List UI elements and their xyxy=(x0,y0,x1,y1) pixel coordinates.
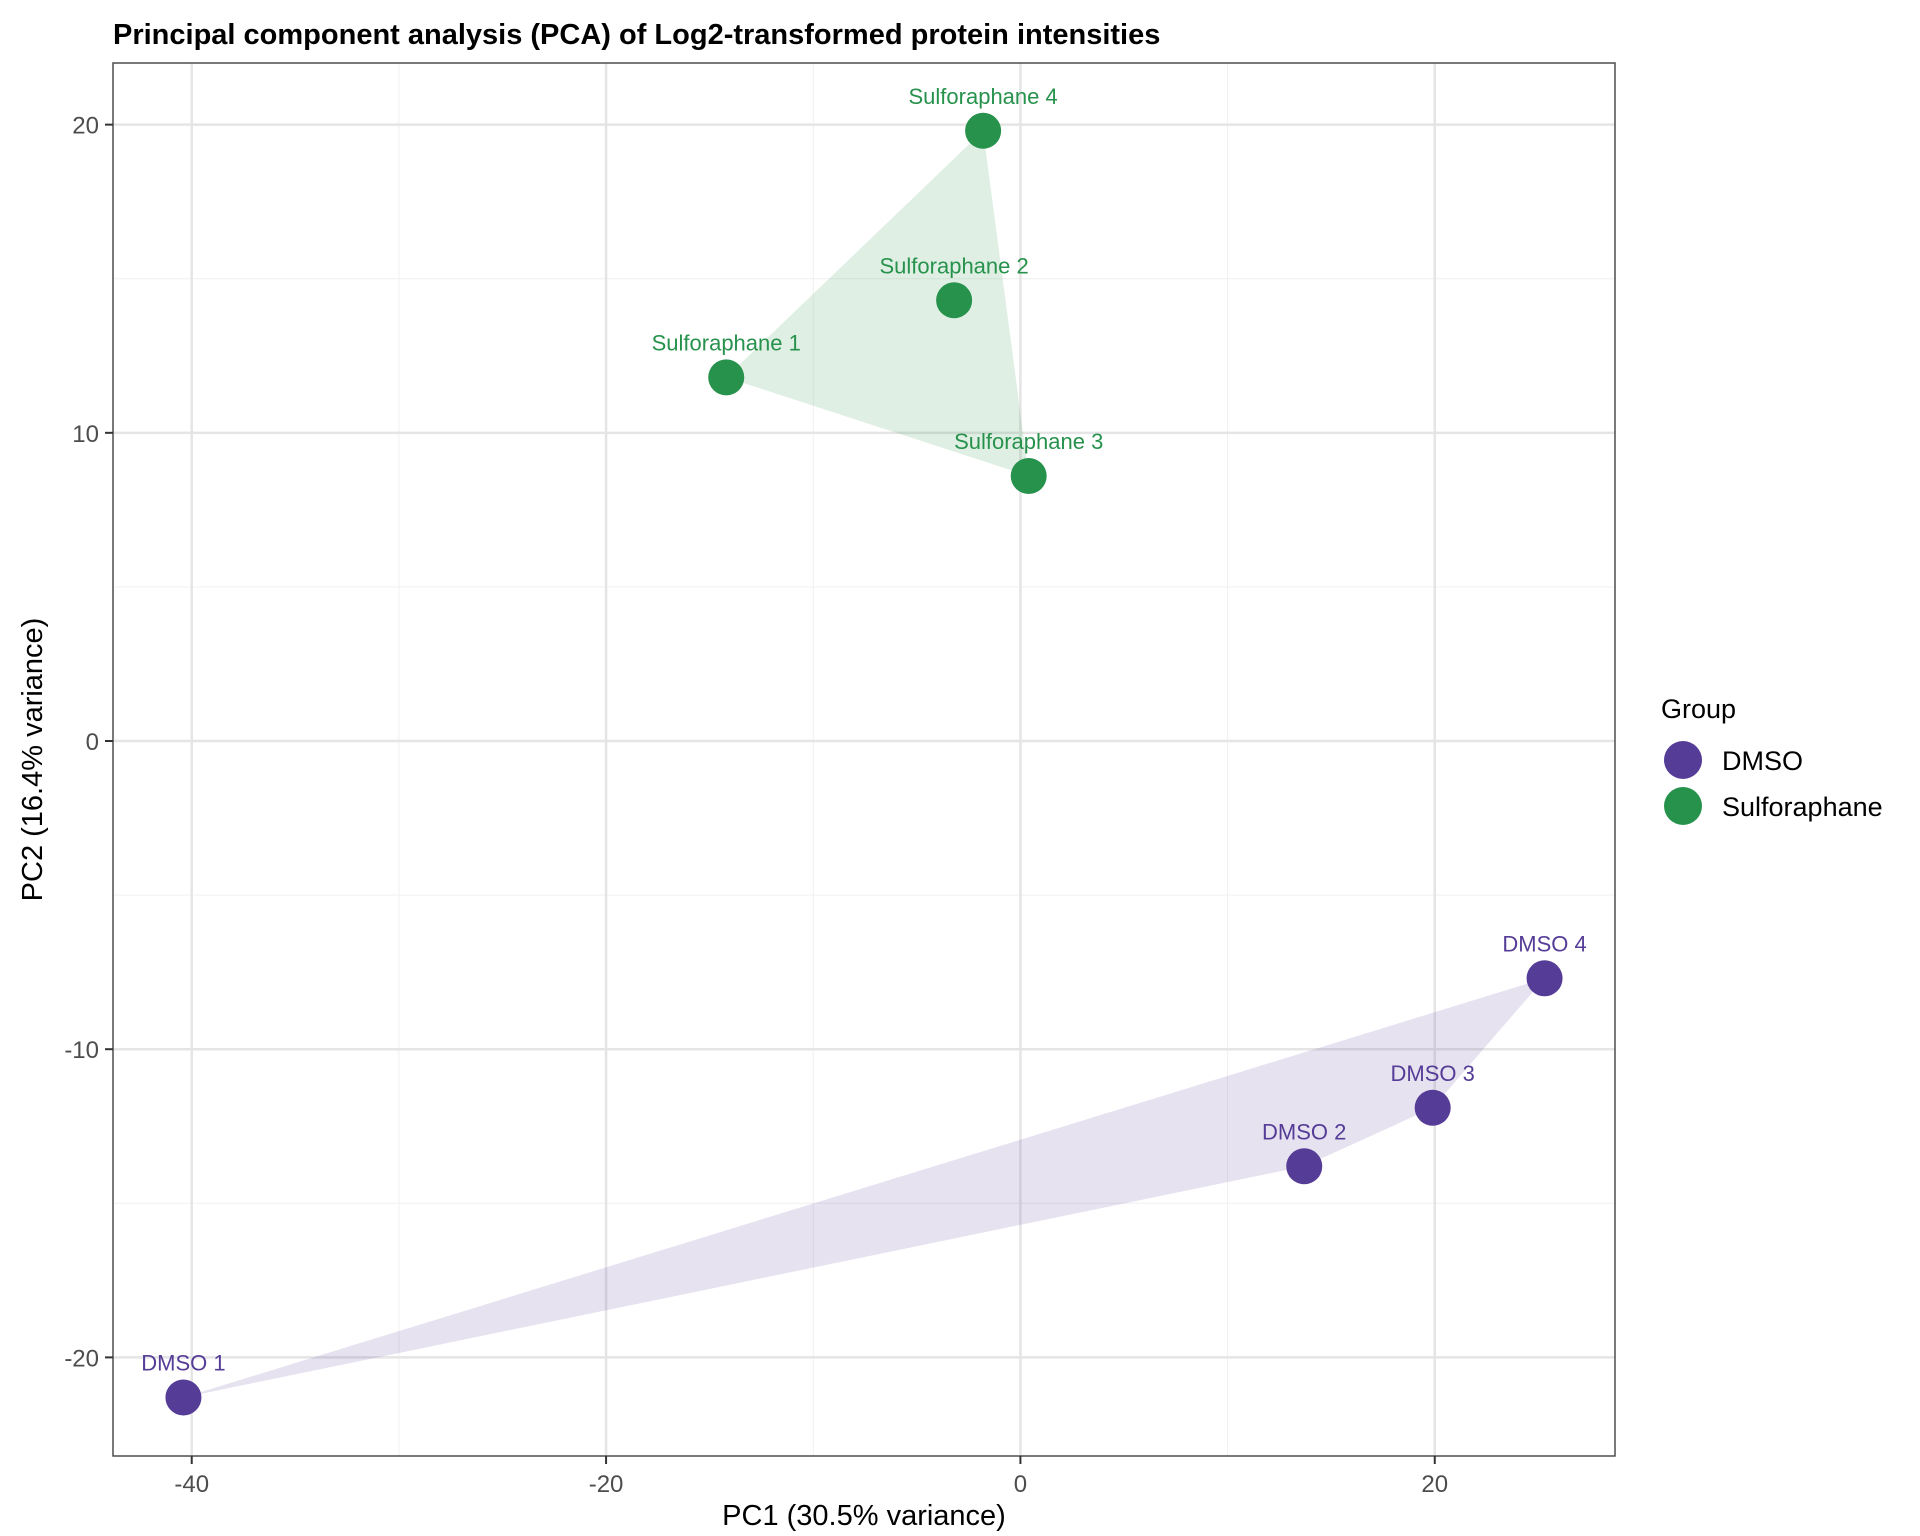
data-point xyxy=(1010,457,1047,494)
legend: Group DMSO Sulforaphane xyxy=(1661,694,1883,825)
legend-title: Group xyxy=(1661,694,1736,724)
panel-background xyxy=(113,63,1615,1456)
y-tick-label: 20 xyxy=(72,113,99,140)
point-label: Sulforaphane 3 xyxy=(954,429,1103,454)
data-point xyxy=(165,1379,202,1416)
data-point xyxy=(1526,960,1563,997)
x-axis-ticks: -40 -20 0 20 xyxy=(174,1456,1448,1498)
chart-title: Principal component analysis (PCA) of Lo… xyxy=(113,19,1160,51)
y-axis-ticks: -20 -10 0 10 20 xyxy=(64,113,113,1372)
y-tick-label: 0 xyxy=(86,729,99,756)
data-point xyxy=(708,359,745,396)
point-labels: DMSO 1 DMSO 2 DMSO 3 DMSO 4 Sulforaphane 1 Su… xyxy=(141,84,1586,1376)
panel-border xyxy=(112,62,1616,1457)
x-tick-label: -20 xyxy=(589,1471,624,1498)
data-points xyxy=(165,112,1563,1416)
grid xyxy=(113,63,1615,1456)
legend-key-sulforaphane xyxy=(1664,787,1702,825)
point-label: DMSO 2 xyxy=(1262,1119,1346,1144)
y-axis-title: PC2 (16.4% variance) xyxy=(17,618,49,902)
point-label: Sulforaphane 4 xyxy=(909,84,1058,109)
point-label: DMSO 1 xyxy=(141,1350,225,1375)
point-label: Sulforaphane 2 xyxy=(880,253,1029,278)
group-hulls xyxy=(183,130,1545,1398)
legend-key-dmso xyxy=(1664,741,1702,779)
x-tick-label: 20 xyxy=(1421,1471,1448,1498)
point-label: DMSO 4 xyxy=(1502,931,1586,956)
y-tick-label: -20 xyxy=(64,1345,99,1372)
hull-sulforaphane xyxy=(726,130,1029,476)
data-point xyxy=(1414,1089,1451,1126)
data-point xyxy=(936,282,973,319)
x-tick-label: 0 xyxy=(1014,1471,1027,1498)
y-tick-label: -10 xyxy=(64,1037,99,1064)
legend-label: Sulforaphane xyxy=(1722,792,1883,822)
point-label: Sulforaphane 1 xyxy=(652,330,801,355)
x-tick-label: -40 xyxy=(174,1471,209,1498)
y-tick-label: 10 xyxy=(72,421,99,448)
data-point xyxy=(965,112,1002,149)
point-label: DMSO 3 xyxy=(1391,1061,1475,1086)
hull-dmso xyxy=(183,978,1545,1398)
legend-label: DMSO xyxy=(1722,746,1803,776)
data-point xyxy=(1286,1148,1323,1185)
x-axis-title: PC1 (30.5% variance) xyxy=(722,1500,1006,1532)
